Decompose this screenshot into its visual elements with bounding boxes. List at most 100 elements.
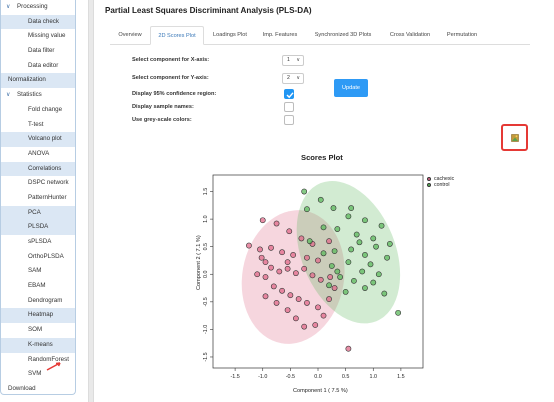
sidebar-item-label: DSPC network <box>28 179 69 187</box>
panel-divider[interactable] <box>88 0 94 402</box>
x-tick-label: -0.5 <box>286 374 295 380</box>
data-point-cachexic <box>273 220 280 227</box>
x-tick-label: -1.5 <box>230 374 239 380</box>
y-axis-label: Select component for Y-axis: <box>132 75 209 81</box>
sidebar-item-k-means[interactable]: K-means <box>1 337 75 353</box>
sidebar-item-label: ANOVA <box>28 149 50 157</box>
x-tick-label: 0.5 <box>342 374 350 380</box>
sidebar-item-patternhunter[interactable]: PatternHunter <box>1 191 75 206</box>
x-axis-label: Select component for X-axis: <box>132 57 210 63</box>
download-image-button[interactable] <box>501 124 528 151</box>
tab-2d-scores-plot[interactable]: 2D Scores Plot <box>150 26 204 45</box>
sidebar-item-splsda[interactable]: sPLSDA <box>1 235 75 250</box>
data-point-control <box>384 254 390 261</box>
data-point-cachexic <box>317 276 324 283</box>
sidebar-item-ebam[interactable]: EBAM <box>1 279 75 294</box>
sidebar-item-svm[interactable]: SVM <box>1 367 75 382</box>
chevron-down-icon: ∨ <box>6 92 11 99</box>
tab-cross-validation[interactable]: Cross Validation <box>389 32 431 38</box>
sidebar-item-dendrogram[interactable]: Dendrogram <box>1 294 75 309</box>
sidebar-item-correlations[interactable]: Correlations <box>1 161 75 177</box>
x-axis-select[interactable]: 1 ∨ <box>282 55 304 66</box>
sidebar-item-label: SAM <box>28 267 42 275</box>
sample-names-checkbox[interactable] <box>284 102 294 112</box>
tab-overview[interactable]: Overview <box>118 32 142 38</box>
data-point-control <box>395 309 402 316</box>
sidebar-item-label: EBAM <box>28 282 46 290</box>
sidebar-item-label: Volcano plot <box>28 135 62 143</box>
data-point-cachexic <box>301 323 308 330</box>
data-point-control <box>362 217 368 224</box>
grey-scale-checkbox[interactable] <box>284 115 294 125</box>
data-point-control <box>331 248 338 254</box>
y-tick-label: -0.5 <box>203 297 209 306</box>
data-point-cachexic <box>345 345 352 352</box>
sidebar-item-statistics[interactable]: ∨ Statistics <box>1 88 75 103</box>
sidebar-item-data-filter[interactable]: Data filter <box>1 44 75 59</box>
tab-synchronized-3d-plots[interactable]: Synchronized 3D Plots <box>314 32 372 38</box>
data-point-cachexic <box>276 268 283 275</box>
sidebar-item-label: Dendrogram <box>28 296 63 304</box>
data-point-control <box>317 196 324 203</box>
sidebar-item-som[interactable]: SOM <box>1 323 75 338</box>
sidebar-item-volcano-plot[interactable]: Volcano plot <box>1 132 75 147</box>
sidebar-item-heatmap[interactable]: Heatmap <box>1 308 75 324</box>
sidebar-item-fold-change[interactable]: Fold change <box>1 103 75 118</box>
data-point-control <box>320 250 327 257</box>
data-point-control <box>328 263 335 269</box>
update-button[interactable]: Update <box>334 79 368 97</box>
sidebar-item-label: Data check <box>28 17 59 25</box>
tab-imp-features[interactable]: Imp. Features <box>262 32 298 38</box>
data-point-cachexic <box>298 235 305 242</box>
data-point-control <box>334 268 341 275</box>
sidebar-item-missing-value[interactable]: Missing value <box>1 29 75 44</box>
data-point-cachexic <box>286 228 293 235</box>
x-axis-title: Component 1 ( 7.5 %) <box>293 388 348 394</box>
data-point-control <box>320 224 327 231</box>
data-point-cachexic <box>257 246 263 253</box>
sidebar-item-data-editor[interactable]: Data editor <box>1 59 75 74</box>
data-point-cachexic <box>279 249 285 256</box>
sidebar-item-data-check[interactable]: Data check <box>1 14 75 30</box>
chevron-down-icon: ∨ <box>296 57 300 63</box>
sidebar-item-anova[interactable]: ANOVA <box>1 147 75 162</box>
sidebar-item-label: PatternHunter <box>28 193 67 201</box>
data-point-cachexic <box>258 254 265 261</box>
sidebar-item-dspc-network[interactable]: DSPC network <box>1 176 75 191</box>
data-point-cachexic <box>331 285 338 291</box>
sidebar-item-normalization[interactable]: Normalization <box>1 73 75 89</box>
data-point-cachexic <box>262 274 269 280</box>
data-point-control <box>337 274 344 280</box>
sidebar-item-pca[interactable]: PCA <box>1 205 75 221</box>
x-tick-label: 1.5 <box>397 374 405 380</box>
sidebar-item-processing[interactable]: ∨ Processing <box>1 0 75 15</box>
tab-permutation[interactable]: Permutation <box>446 32 478 38</box>
confidence-ellipse-control <box>296 180 401 324</box>
sidebar-item-download[interactable]: Download <box>1 382 75 394</box>
data-point-control <box>373 243 379 250</box>
y-axis-select[interactable]: 2 ∨ <box>282 73 304 84</box>
grey-scale-label: Use grey-scale colors: <box>132 117 192 123</box>
confidence-region-label: Display 95% confidence region: <box>132 91 217 97</box>
y-tick-label: 1.0 <box>203 215 209 223</box>
data-point-control <box>367 261 374 268</box>
confidence-region-checkbox[interactable] <box>284 89 294 99</box>
data-point-control <box>345 259 352 266</box>
sidebar-item-label: SVM <box>28 370 42 378</box>
y-tick-label: 1.5 <box>203 188 209 196</box>
data-point-control <box>334 226 341 232</box>
sidebar-item-randomforest[interactable]: RandomForest <box>1 353 75 368</box>
legend-marker-cachexic <box>427 177 431 181</box>
data-point-cachexic <box>254 271 261 278</box>
sidebar-item-plsda[interactable]: PLSDA <box>1 220 75 235</box>
sidebar-item-label: Correlations <box>28 164 62 172</box>
x-tick-label: -1.0 <box>258 374 267 380</box>
sidebar-item-orthoplsda[interactable]: OrthoPLSDA <box>1 250 75 265</box>
chevron-down-icon: ∨ <box>6 4 11 10</box>
tab-loadings-plot[interactable]: Loadings Plot <box>213 32 247 38</box>
data-point-control <box>301 188 308 195</box>
sample-names-label: Display sample names: <box>132 104 194 110</box>
sidebar-item-label: PLSDA <box>28 223 49 231</box>
sidebar-item-sam[interactable]: SAM <box>1 264 75 279</box>
sidebar-item-t-test[interactable]: T-test <box>1 118 75 133</box>
